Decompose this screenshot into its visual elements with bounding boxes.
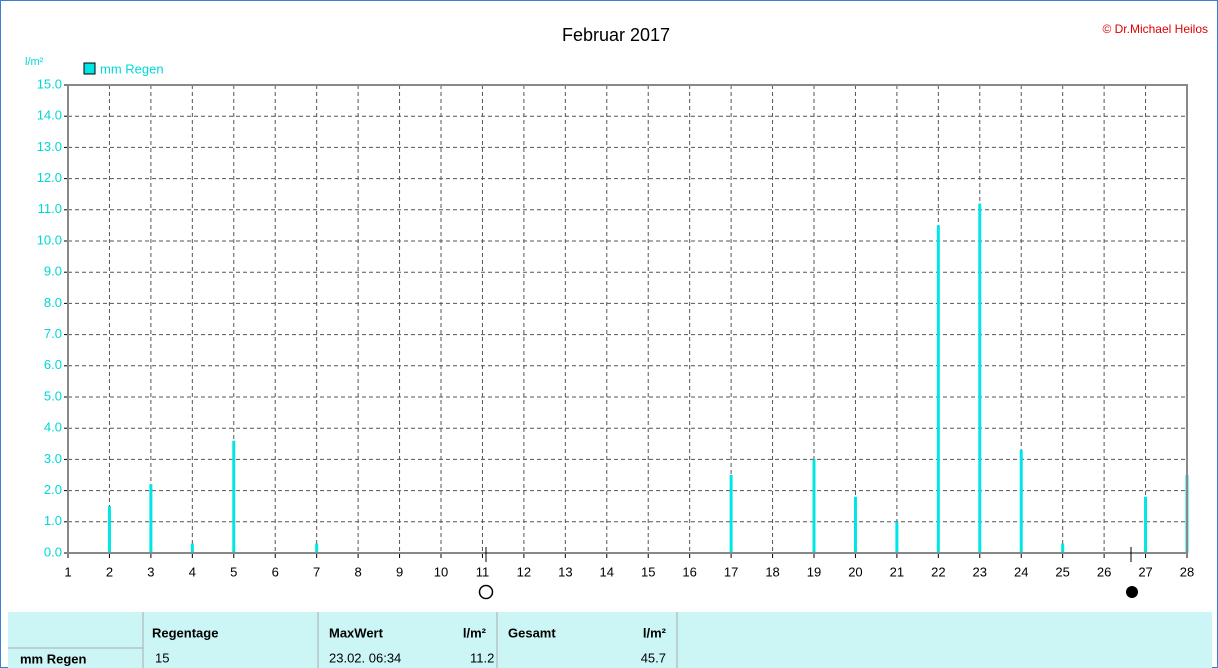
- bar: [812, 459, 816, 553]
- y-tick-label: 0.0: [44, 544, 62, 559]
- value: 23.02. 06:34: [329, 650, 401, 665]
- new-moon: [1126, 586, 1138, 598]
- bar: [895, 521, 899, 553]
- y-tick-label: 3.0: [44, 451, 62, 466]
- bar: [149, 484, 153, 553]
- y-tick-label: 15.0: [37, 76, 62, 91]
- chart-title: Februar 2017: [562, 25, 670, 45]
- y-tick-label: 4.0: [44, 420, 62, 435]
- x-tick-label: 16: [682, 564, 696, 579]
- header: Gesamt: [508, 625, 556, 640]
- x-tick-label: 1: [64, 564, 71, 579]
- x-tick-label: 26: [1097, 564, 1111, 579]
- bar: [1019, 450, 1023, 553]
- x-tick-label: 9: [396, 564, 403, 579]
- bar: [729, 475, 733, 553]
- x-tick-label: 15: [641, 564, 655, 579]
- bar: [315, 543, 319, 553]
- legend-swatch: [83, 62, 96, 75]
- y-tick-label: 11.0: [38, 201, 62, 216]
- plot-border: [67, 84, 1188, 554]
- x-tick-label: 23: [973, 564, 987, 579]
- x-tick-label: 3: [147, 564, 154, 579]
- x-tick-label: 21: [890, 564, 904, 579]
- value: 45.7: [641, 650, 666, 665]
- summary-panel: [8, 612, 1212, 668]
- x-tick-label: 20: [848, 564, 862, 579]
- x-tick-label: 22: [931, 564, 945, 579]
- bar: [232, 440, 236, 553]
- y-tick-label: 1.0: [44, 513, 62, 528]
- x-tick-label: 25: [1055, 564, 1069, 579]
- x-tick-label: 19: [807, 564, 821, 579]
- x-tick-label: 17: [724, 564, 738, 579]
- y-tick-label: 12.0: [37, 170, 62, 185]
- bar: [107, 506, 111, 553]
- bar: [1144, 496, 1148, 553]
- x-tick-label: 24: [1014, 564, 1028, 579]
- y-tick-label: 8.0: [44, 295, 62, 310]
- x-tick-label: 6: [272, 564, 279, 579]
- y-tick-label: 2.0: [44, 482, 62, 497]
- y-tick-label: 7.0: [44, 326, 62, 341]
- y-tick-label: 6.0: [44, 357, 62, 372]
- header: l/m²: [643, 625, 667, 640]
- bar: [936, 225, 940, 553]
- y-tick-label: 9.0: [44, 264, 62, 279]
- credit: © Dr.Michael Heilos: [1102, 22, 1208, 36]
- row-label: mm Regen: [20, 651, 87, 666]
- y-tick-label: 14.0: [37, 108, 62, 123]
- value: 15: [155, 650, 169, 665]
- x-tick-label: 2: [106, 564, 113, 579]
- y-tick-label: 13.0: [37, 139, 62, 154]
- header: Regentage: [152, 625, 218, 640]
- y-tick-label: 10.0: [37, 232, 62, 247]
- y-axis-label: l/m²: [25, 56, 44, 68]
- header: MaxWert: [329, 625, 384, 640]
- y-tick-label: 5.0: [44, 388, 62, 403]
- header: l/m²: [463, 625, 487, 640]
- x-tick-label: 12: [517, 564, 531, 579]
- bar: [978, 203, 982, 553]
- bar: [853, 496, 857, 553]
- x-tick-label: 13: [558, 564, 572, 579]
- x-tick-label: 10: [434, 564, 448, 579]
- value: 11.2: [470, 650, 494, 665]
- x-tick-label: 7: [313, 564, 320, 579]
- bar: [1061, 543, 1065, 553]
- x-tick-label: 18: [765, 564, 779, 579]
- full-moon: [478, 584, 494, 600]
- bar: [190, 543, 194, 553]
- legend-label: mm Regen: [100, 61, 164, 76]
- x-tick-label: 4: [189, 564, 196, 579]
- x-tick-label: 28: [1180, 564, 1194, 579]
- x-tick-label: 14: [600, 564, 614, 579]
- x-tick-label: 11: [476, 564, 490, 579]
- x-tick-label: 27: [1138, 564, 1152, 579]
- x-tick-label: 5: [230, 564, 237, 579]
- x-tick-label: 8: [354, 564, 361, 579]
